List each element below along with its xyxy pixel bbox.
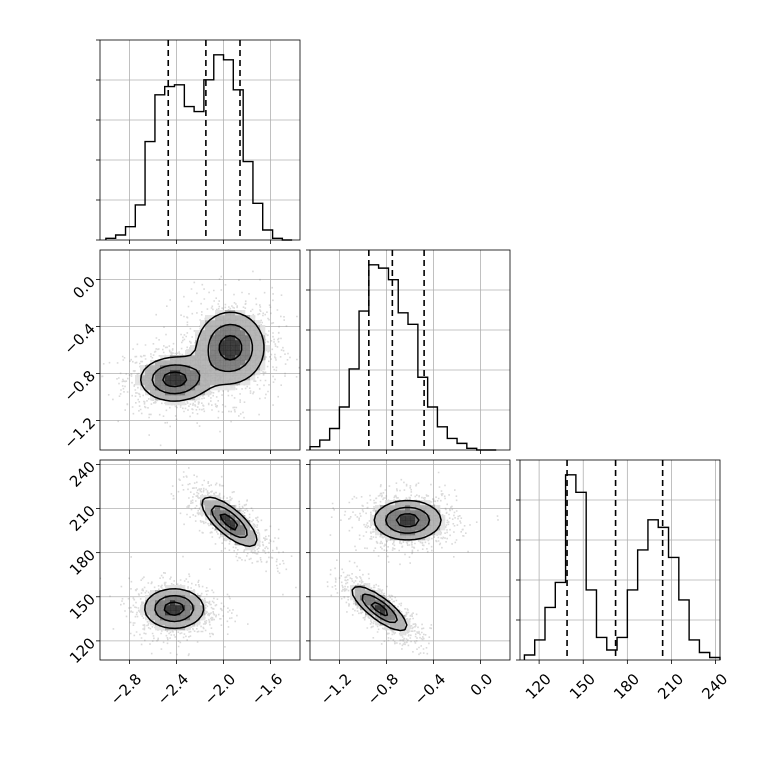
histogram-panel-2 [516, 459, 721, 664]
y-tick-label-param-2: 240 [66, 458, 99, 491]
density-panel-0-1 [96, 249, 301, 454]
panel-frame [99, 39, 301, 241]
panel-frame [99, 459, 301, 661]
y-tick-label-param-1: −0.4 [61, 320, 99, 358]
x-tick-label-param-1: −1.2 [317, 670, 355, 708]
contour-level-0 [139, 311, 265, 402]
y-tick-label-param-2: 120 [66, 634, 99, 667]
y-tick-label-param-1: 0.0 [69, 273, 99, 303]
density-panel-0-2 [96, 459, 301, 664]
x-tick-label-param-2: 210 [654, 670, 687, 703]
y-tick-label-param-1: −0.8 [61, 367, 99, 405]
contour-level-0 [144, 496, 258, 630]
contour-level-1 [154, 505, 248, 623]
contour-level-2 [163, 513, 239, 616]
x-tick-label-param-2: 240 [698, 670, 731, 703]
y-tick-label-param-2: 180 [66, 546, 99, 579]
histogram-step-0 [105, 54, 293, 241]
y-tick-label-param-2: 210 [66, 502, 99, 535]
panel-frame [519, 459, 721, 661]
panel-background [100, 40, 300, 240]
density-panel-1-2 [306, 459, 511, 664]
contour-level-1 [151, 323, 254, 395]
contour-level-2 [162, 334, 243, 388]
x-tick-label-param-1: −0.8 [364, 670, 402, 708]
x-tick-label-param-2: 150 [566, 670, 599, 703]
contour-lines [139, 311, 265, 402]
x-tick-label-param-0: −2.0 [201, 670, 239, 708]
contour-level-1 [361, 506, 431, 624]
panel-background [520, 460, 720, 660]
scatter-points [326, 471, 499, 656]
x-tick-label-param-0: −2.4 [154, 670, 192, 708]
scatter-dots [326, 471, 499, 656]
panel-frame [99, 249, 301, 451]
x-tick-label-param-0: −1.6 [248, 670, 286, 708]
x-tick-label-param-2: 120 [522, 670, 555, 703]
histogram-panel-0 [96, 39, 301, 244]
panel-frame [309, 459, 511, 661]
contour-lines [351, 499, 442, 632]
histogram-step-1 [309, 264, 497, 451]
contour-level-0 [351, 499, 442, 632]
panel-background [310, 250, 510, 450]
panel-frame [309, 249, 511, 451]
x-tick-label-param-2: 180 [610, 670, 643, 703]
x-tick-label-param-1: 0.0 [467, 670, 497, 700]
contour-lines [144, 496, 258, 630]
x-tick-label-param-1: −0.4 [411, 670, 449, 708]
y-tick-label-param-1: −1.2 [61, 414, 99, 452]
x-tick-label-param-0: −2.8 [107, 670, 145, 708]
y-tick-label-param-2: 150 [66, 590, 99, 623]
histogram-step-2 [523, 474, 721, 660]
density-shading [135, 310, 271, 406]
panel-background [100, 460, 300, 660]
histogram-panel-1 [306, 249, 511, 454]
contour-level-2 [370, 513, 420, 617]
